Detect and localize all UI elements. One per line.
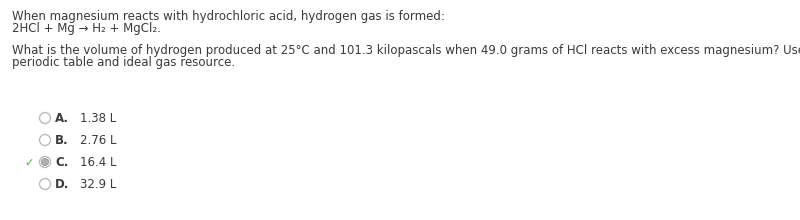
Text: D.: D. bbox=[55, 178, 70, 191]
Ellipse shape bbox=[42, 158, 49, 166]
Text: ✓: ✓ bbox=[24, 158, 34, 168]
Text: periodic table and ideal gas resource.: periodic table and ideal gas resource. bbox=[12, 56, 235, 69]
Text: 2.76 L: 2.76 L bbox=[80, 134, 117, 147]
Text: C.: C. bbox=[55, 156, 68, 169]
Text: What is the volume of hydrogen produced at 25°C and 101.3 kilopascals when 49.0 : What is the volume of hydrogen produced … bbox=[12, 44, 800, 57]
Text: 16.4 L: 16.4 L bbox=[80, 156, 117, 169]
Text: 2HCl + Mg → H₂ + MgCl₂.: 2HCl + Mg → H₂ + MgCl₂. bbox=[12, 22, 161, 35]
Text: B.: B. bbox=[55, 134, 69, 147]
Text: When magnesium reacts with hydrochloric acid, hydrogen gas is formed:: When magnesium reacts with hydrochloric … bbox=[12, 10, 445, 23]
Text: 1.38 L: 1.38 L bbox=[80, 112, 116, 125]
Text: A.: A. bbox=[55, 112, 69, 125]
Text: 32.9 L: 32.9 L bbox=[80, 178, 116, 191]
